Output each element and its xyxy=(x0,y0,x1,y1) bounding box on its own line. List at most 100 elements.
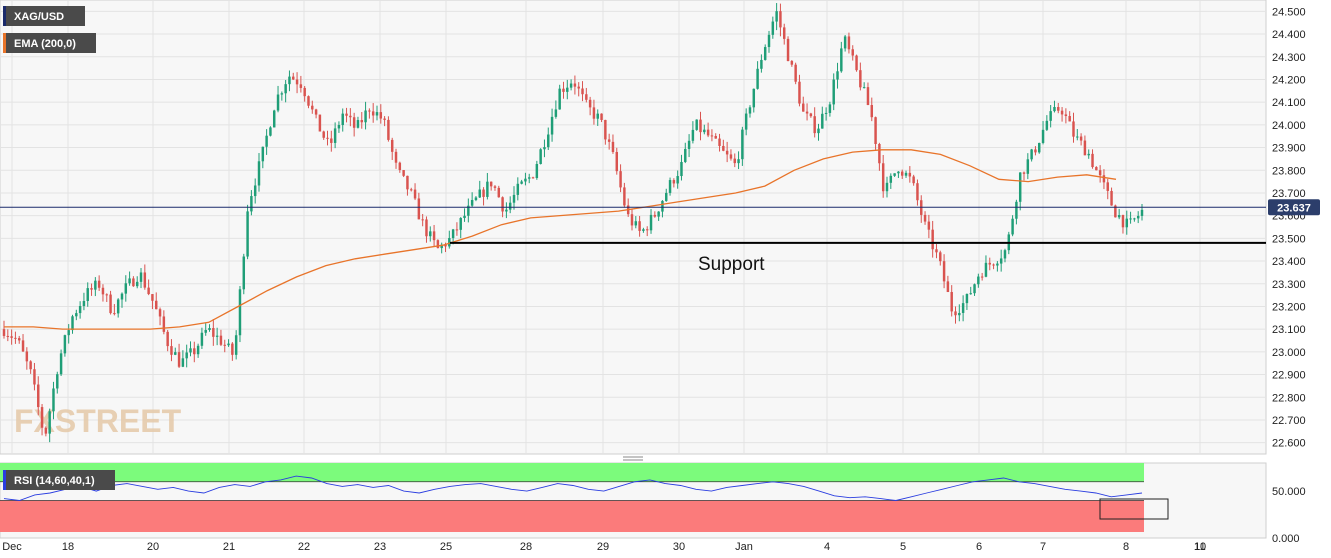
candle-body xyxy=(63,335,67,354)
candle-body xyxy=(729,154,733,159)
candle-body xyxy=(752,88,756,108)
candle-body xyxy=(383,118,386,120)
candle-body xyxy=(158,309,162,317)
candle-body xyxy=(512,194,516,203)
candle-body xyxy=(554,109,558,117)
candle-body xyxy=(425,219,428,237)
candle-body xyxy=(371,111,375,116)
candle-body xyxy=(977,276,980,285)
candle-body xyxy=(642,229,645,231)
candle-body xyxy=(649,214,653,231)
candle-body xyxy=(147,287,150,295)
candle-body xyxy=(786,38,790,62)
time-tick-label: 29 xyxy=(597,541,609,553)
price-tick-label: 23.300 xyxy=(1272,279,1306,291)
price-tick-label: 23.800 xyxy=(1272,165,1306,177)
price-tick-label: 24.300 xyxy=(1272,52,1306,64)
candle-body xyxy=(859,70,862,88)
candle-body xyxy=(687,140,691,149)
candle-body xyxy=(676,176,679,184)
candle-body xyxy=(360,120,363,123)
candle-body xyxy=(1064,114,1068,117)
candle-body xyxy=(836,71,839,80)
candle-body xyxy=(189,348,192,353)
candle-body xyxy=(280,93,284,95)
time-tick-label: 7 xyxy=(1040,541,1046,553)
fxstreet-logo: FXSTREET xyxy=(14,403,182,439)
candle-body xyxy=(516,183,520,195)
candle-body xyxy=(470,200,474,206)
candle-body xyxy=(17,338,21,341)
price-tick-label: 23.100 xyxy=(1272,324,1306,336)
candle-body xyxy=(261,146,265,162)
candle-body xyxy=(429,231,432,237)
candle-body xyxy=(638,221,641,231)
candle-body xyxy=(798,81,801,104)
candle-body xyxy=(661,200,664,212)
candle-body xyxy=(1011,218,1014,235)
candle-body xyxy=(767,34,771,48)
candle-body xyxy=(356,120,360,128)
candle-body xyxy=(1117,215,1121,218)
candle-body xyxy=(56,374,59,389)
candle-body xyxy=(25,351,29,362)
candle-body xyxy=(634,221,638,226)
candle-body xyxy=(1053,107,1056,112)
candle-body xyxy=(1133,218,1136,220)
rsi-tag: RSI (14,60,40,1) xyxy=(3,470,115,490)
candle-body xyxy=(988,262,991,265)
candle-body xyxy=(1121,215,1125,228)
time-tick-label: 22 xyxy=(298,541,310,553)
candle-body xyxy=(177,352,181,367)
candle-body xyxy=(992,264,995,266)
candle-body xyxy=(790,61,794,65)
candle-body xyxy=(900,171,904,176)
candle-body xyxy=(1079,136,1083,141)
candle-body xyxy=(550,116,554,135)
price-tick-label: 24.200 xyxy=(1272,74,1306,86)
candle-body xyxy=(120,293,124,300)
candle-body xyxy=(444,244,447,247)
candle-body xyxy=(303,87,306,97)
time-tick-label: 25 xyxy=(440,541,452,553)
candle-body xyxy=(215,335,219,337)
candle-body xyxy=(824,112,828,114)
candle-body xyxy=(299,84,303,88)
candle-body xyxy=(1041,129,1045,143)
candle-body xyxy=(680,161,683,177)
panel-resize-handle[interactable] xyxy=(623,456,643,461)
candle-body xyxy=(124,283,128,294)
candle-body xyxy=(668,180,672,193)
time-tick-label: 10 xyxy=(1194,541,1206,553)
candle-body xyxy=(893,173,896,176)
candle-body xyxy=(94,280,97,290)
last-price-tag: 23.637 xyxy=(1268,199,1320,216)
candle-body xyxy=(706,129,710,136)
candle-body xyxy=(1068,116,1071,122)
candle-body xyxy=(288,76,291,85)
candle-body xyxy=(851,49,854,56)
candle-body xyxy=(440,244,443,249)
ema-200-line xyxy=(4,149,1117,330)
candle-body xyxy=(113,313,116,315)
candle-body xyxy=(212,328,215,337)
candle-body xyxy=(756,68,759,89)
candle-body xyxy=(155,300,158,310)
time-tick-label: 5 xyxy=(900,541,906,553)
candle-body xyxy=(958,312,961,316)
price-tick-label: 23.900 xyxy=(1272,143,1306,155)
candle-body xyxy=(840,48,843,72)
candle-body xyxy=(588,99,592,108)
candle-body xyxy=(524,178,527,182)
candle-body xyxy=(406,175,409,190)
candle-body xyxy=(1140,209,1144,216)
candle-body xyxy=(1030,149,1033,160)
time-tick-label: 28 xyxy=(520,541,532,553)
candle-body xyxy=(322,131,325,138)
candle-body xyxy=(866,87,870,106)
price-axis: 22.600 22.700 22.800 22.900 23.000 23.100 23.2… xyxy=(1272,6,1306,449)
candle-body xyxy=(832,79,835,105)
candle-body xyxy=(139,272,143,282)
time-tick-label: 8 xyxy=(1123,541,1129,553)
